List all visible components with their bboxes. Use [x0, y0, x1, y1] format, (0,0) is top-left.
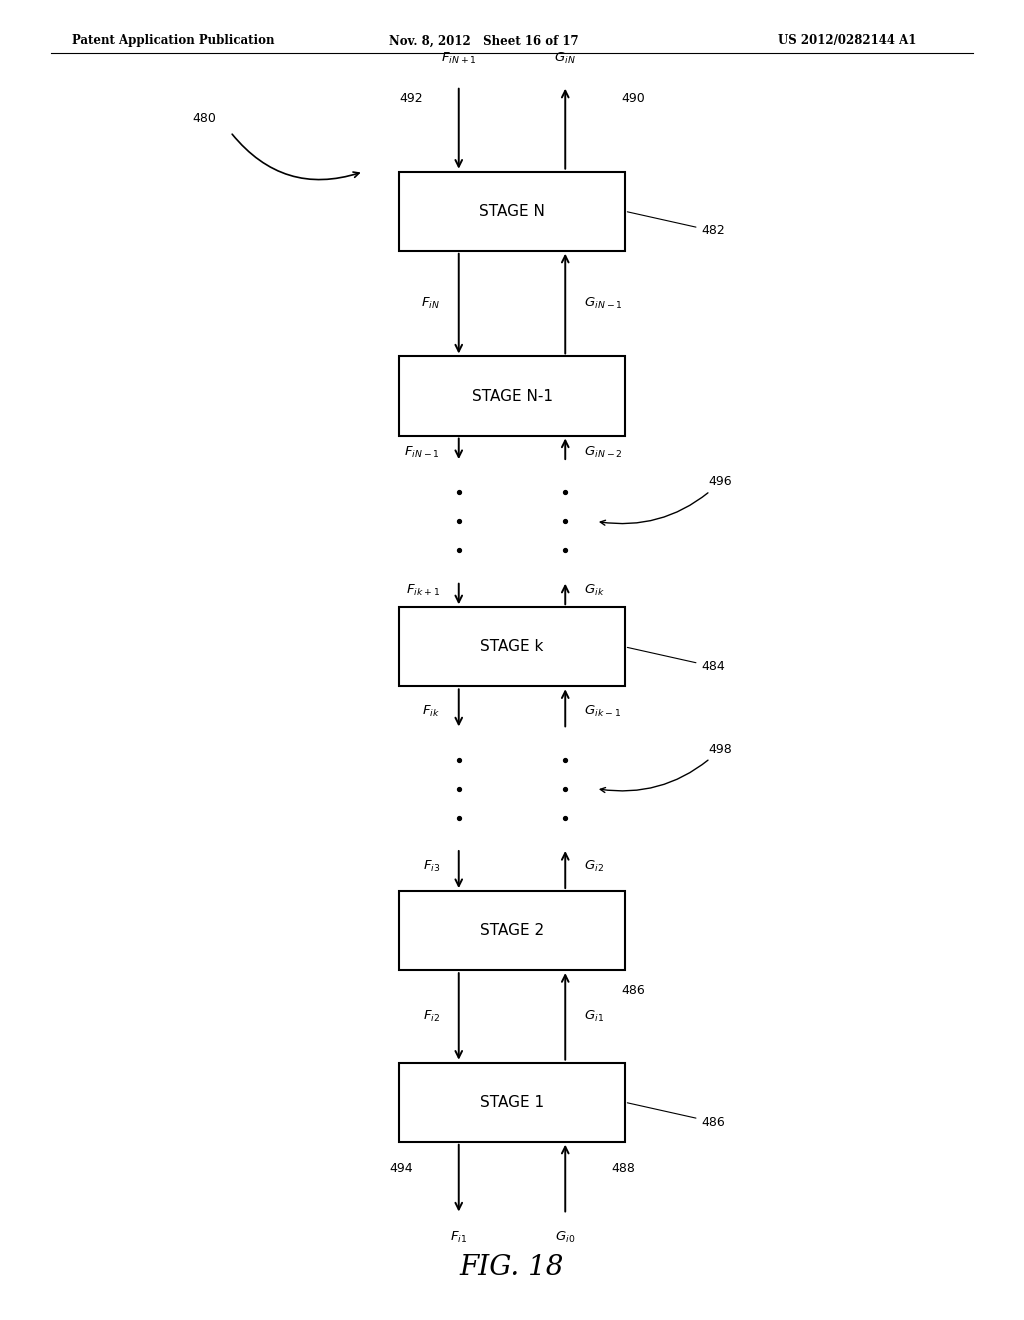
Text: 480: 480 — [193, 112, 217, 125]
FancyBboxPatch shape — [399, 1063, 625, 1142]
Text: $F_i$$_2$: $F_i$$_2$ — [423, 1008, 440, 1024]
Text: 484: 484 — [628, 647, 725, 673]
Text: $G_i$$_{k-1}$: $G_i$$_{k-1}$ — [584, 704, 621, 718]
Text: 486: 486 — [622, 983, 645, 997]
Text: 496: 496 — [600, 475, 732, 525]
Text: STAGE N: STAGE N — [479, 203, 545, 219]
Text: $G_i$$_{N-2}$: $G_i$$_{N-2}$ — [584, 445, 623, 459]
Text: 488: 488 — [611, 1162, 635, 1175]
Text: $F_i$$_1$: $F_i$$_1$ — [450, 1230, 468, 1245]
FancyBboxPatch shape — [399, 172, 625, 251]
Text: $G_i$$_0$: $G_i$$_0$ — [555, 1230, 575, 1245]
Text: 498: 498 — [600, 743, 732, 792]
Text: STAGE 1: STAGE 1 — [480, 1094, 544, 1110]
Text: STAGE 2: STAGE 2 — [480, 923, 544, 939]
Text: STAGE k: STAGE k — [480, 639, 544, 655]
FancyBboxPatch shape — [399, 607, 625, 686]
Text: $F_i$$_N$: $F_i$$_N$ — [421, 296, 440, 312]
Text: FIG. 18: FIG. 18 — [460, 1254, 564, 1280]
Text: 492: 492 — [399, 92, 423, 106]
Text: $G_i$$_N$: $G_i$$_N$ — [554, 51, 577, 66]
Text: $G_i$$_2$: $G_i$$_2$ — [584, 859, 604, 874]
Text: $F_i$$_k$: $F_i$$_k$ — [422, 704, 440, 718]
FancyBboxPatch shape — [399, 891, 625, 970]
Text: $G_i$$_{N-1}$: $G_i$$_{N-1}$ — [584, 296, 623, 312]
FancyBboxPatch shape — [399, 356, 625, 436]
Text: $F_i$$_{N-1}$: $F_i$$_{N-1}$ — [404, 445, 440, 459]
Text: 490: 490 — [622, 92, 645, 106]
Text: STAGE N-1: STAGE N-1 — [471, 388, 553, 404]
Text: $G_i$$_k$: $G_i$$_k$ — [584, 583, 604, 598]
Text: $F_i$$_{N+1}$: $F_i$$_{N+1}$ — [440, 51, 477, 66]
Text: US 2012/0282144 A1: US 2012/0282144 A1 — [778, 34, 916, 48]
Text: $F_i$$_3$: $F_i$$_3$ — [423, 859, 440, 874]
Text: Nov. 8, 2012   Sheet 16 of 17: Nov. 8, 2012 Sheet 16 of 17 — [389, 34, 579, 48]
Text: 486: 486 — [628, 1102, 725, 1129]
Text: Patent Application Publication: Patent Application Publication — [72, 34, 274, 48]
Text: 494: 494 — [389, 1162, 413, 1175]
Text: $G_i$$_1$: $G_i$$_1$ — [584, 1008, 604, 1024]
Text: $F_i$$_{k+1}$: $F_i$$_{k+1}$ — [406, 583, 440, 598]
Text: 482: 482 — [628, 211, 725, 238]
